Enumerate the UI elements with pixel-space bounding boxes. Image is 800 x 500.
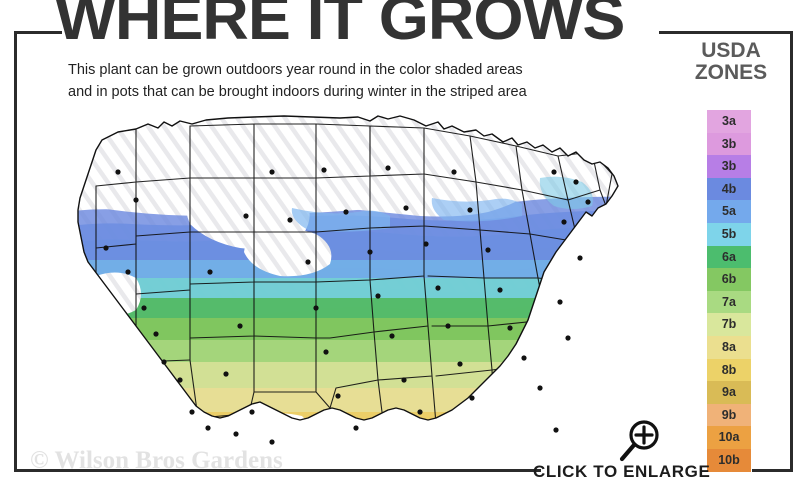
map-city-dot: [401, 377, 407, 383]
map-city-dot: [403, 205, 409, 211]
map-city-dot: [335, 393, 341, 399]
frame-edge-right: [790, 31, 793, 472]
description-text: This plant can be grown outdoors year ro…: [68, 60, 668, 104]
map-city-dot: [353, 425, 359, 431]
click-to-enlarge-label[interactable]: CLICK TO ENLARGE: [533, 462, 711, 481]
legend-swatch-4b-3: 4b: [707, 177, 751, 201]
map-city-dot: [343, 209, 349, 215]
legend-title-line-1: USDA: [701, 39, 761, 62]
legend-swatch-7a-8: 7a: [707, 290, 751, 314]
map-city-dot: [323, 349, 329, 355]
map-city-dot: [435, 285, 441, 291]
map-city-dot: [389, 333, 395, 339]
legend-title: USDA ZONES: [676, 39, 786, 85]
map-city-dot: [521, 355, 527, 361]
map-city-dot: [287, 217, 293, 223]
map-city-dot: [141, 305, 147, 311]
magnifier-plus-icon[interactable]: [617, 418, 663, 464]
frame-edge-bottom-right: [752, 469, 793, 472]
map-city-dot: [385, 165, 391, 171]
description-line-1: This plant can be grown outdoors year ro…: [68, 62, 523, 78]
map-city-dot: [367, 249, 373, 255]
legend-swatch-8a-10: 8a: [707, 335, 751, 359]
legend-swatch-7b-9: 7b: [707, 313, 751, 336]
map-city-dot: [115, 169, 121, 175]
frame-edge-left: [14, 31, 17, 472]
map-city-dot: [153, 331, 159, 337]
map-city-dot: [561, 219, 567, 225]
legend-title-line-2: ZONES: [694, 61, 768, 85]
legend-swatch-6b-7: 6b: [707, 268, 751, 291]
map-city-dot: [243, 213, 249, 219]
legend-swatch-3b-1: 3b: [707, 132, 751, 156]
map-city-dot: [207, 269, 213, 275]
legend-swatch-10b-15: 10b: [707, 448, 751, 472]
legend-swatch-6a-6: 6a: [707, 245, 751, 269]
map-city-dot: [161, 359, 167, 365]
map-city-dot: [423, 241, 429, 247]
frame-edge-top-right: [659, 31, 793, 34]
map-city-dot: [553, 427, 559, 433]
map-city-dot: [375, 293, 381, 299]
map-city-dot: [565, 335, 571, 341]
legend-swatch-3a-0: 3a: [707, 110, 751, 133]
legend-swatch-10a-14: 10a: [707, 426, 751, 449]
map-city-dot: [497, 287, 503, 293]
map-city-dot: [457, 361, 463, 367]
legend-swatch-8b-11: 8b: [707, 358, 751, 382]
map-city-dot: [485, 247, 491, 253]
map-city-dot: [577, 255, 583, 261]
map-city-dot: [507, 325, 513, 331]
legend-swatch-5b-5: 5b: [707, 222, 751, 246]
watermark: © Wilson Bros Gardens: [30, 447, 283, 474]
legend-swatch-9b-13: 9b: [707, 403, 751, 427]
map-city-dot: [237, 323, 243, 329]
description-line-2: and in pots that can be brought indoors …: [68, 83, 527, 100]
map-city-dot: [537, 385, 543, 391]
map-city-dot: [269, 169, 275, 175]
map-city-dot: [451, 169, 457, 175]
map-city-dot: [551, 169, 557, 175]
usda-zone-legend: 3a 3b 3b 4b 5a 5b 6a 6b 7a 7b 8a 8b 9a 9b 10a 10b: [707, 110, 751, 472]
map-city-dot: [445, 323, 451, 329]
legend-swatch-3b-2: 3b: [707, 155, 751, 178]
map-city-dot: [313, 305, 319, 311]
legend-swatch-9a-12: 9a: [707, 381, 751, 404]
map-city-dot: [223, 371, 229, 377]
page-title: WHERE IT GROWS: [55, 0, 625, 53]
map-city-dot: [469, 395, 475, 401]
map-city-dot: [133, 197, 139, 203]
map-city-dot: [205, 425, 211, 431]
map-city-dot: [103, 245, 109, 251]
map-city-dot: [557, 299, 563, 305]
map-city-dot: [573, 179, 579, 185]
map-city-dot: [189, 409, 195, 415]
map-city-dot: [177, 377, 183, 383]
map-city-dot: [233, 431, 239, 437]
map-city-dot: [305, 259, 311, 265]
map-city-dot: [269, 439, 275, 445]
map-city-dot: [417, 409, 423, 415]
legend-swatch-5a-4: 5a: [707, 200, 751, 223]
map-city-dot: [125, 269, 131, 275]
map-city-dot: [467, 207, 473, 213]
map-city-dot: [585, 199, 591, 205]
usda-hardiness-zone-map[interactable]: [40, 112, 660, 462]
map-city-dot: [321, 167, 327, 173]
map-city-dot: [249, 409, 255, 415]
